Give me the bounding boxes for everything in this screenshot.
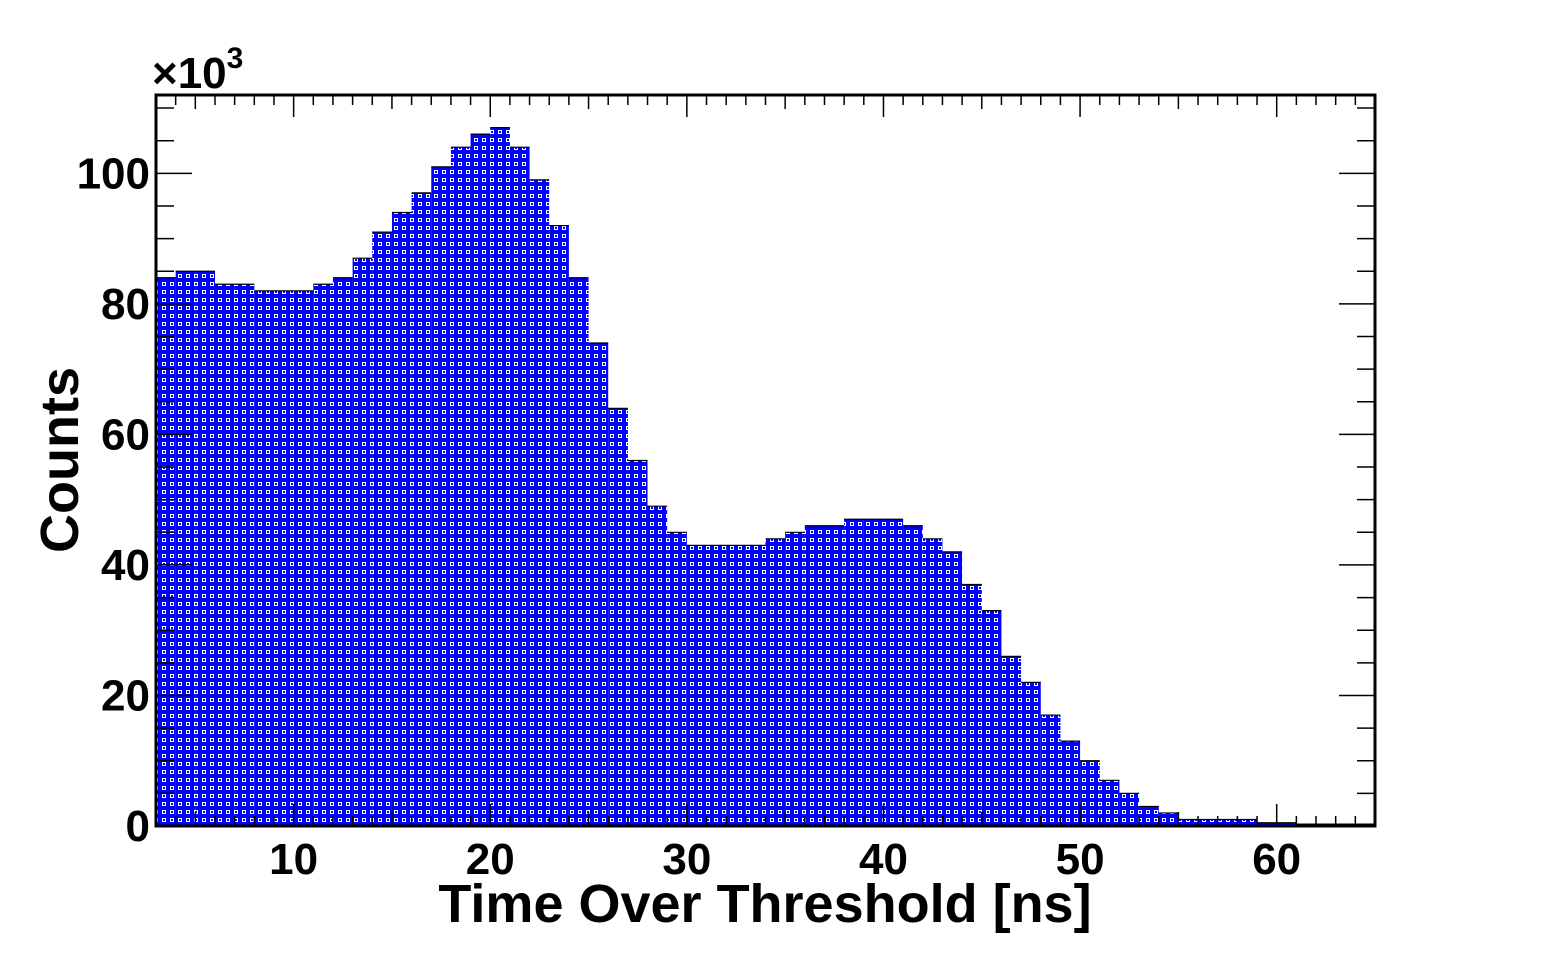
histogram-bar: [745, 545, 766, 826]
histogram-bar: [588, 343, 609, 826]
histogram-bar: [608, 408, 628, 826]
histogram-bar: [706, 545, 727, 826]
histogram-bar: [1178, 819, 1199, 826]
histogram-bar: [509, 147, 530, 826]
histogram-bar: [529, 179, 550, 827]
y-tick-label: 100: [77, 149, 150, 198]
histogram-bar: [844, 519, 864, 826]
x-tick-label: 20: [466, 835, 515, 884]
histogram-bar: [293, 290, 314, 826]
histogram-bar: [1158, 812, 1179, 826]
histogram-bar: [647, 506, 668, 826]
x-tick-label: 50: [1056, 835, 1105, 884]
histogram-bar: [332, 277, 353, 826]
histogram-bar: [1119, 793, 1140, 826]
histogram-bar: [824, 525, 845, 826]
histogram-bar: [431, 166, 451, 827]
histogram-bar: [490, 127, 510, 826]
histogram-bar: [549, 225, 569, 827]
x-tick-label: 40: [859, 835, 908, 884]
y-tick-label: 40: [101, 541, 150, 590]
histogram-bar: [450, 147, 471, 826]
histogram-bar: [1099, 780, 1120, 826]
histogram-bar: [1001, 656, 1022, 826]
histogram-bar: [234, 284, 255, 826]
histogram-bar: [1021, 682, 1041, 826]
histogram-bar: [667, 532, 687, 826]
y-tick-label: 0: [126, 802, 150, 851]
histogram-bar: [903, 525, 923, 826]
y-axis-title: Counts: [30, 367, 90, 553]
histogram-bar: [726, 545, 746, 826]
histogram-bar: [372, 232, 392, 826]
histogram-bar: [1139, 806, 1159, 826]
y-axis-multiplier: ×103: [152, 42, 243, 98]
histogram-bar: [214, 284, 235, 826]
histogram-bar: [883, 519, 904, 826]
histogram-bar: [313, 284, 333, 826]
histogram-bar: [568, 277, 589, 826]
histogram-bar: [195, 271, 215, 827]
axes: 10 20 30 40 50 60 0 20 40 60 80 100: [77, 93, 1377, 884]
histogram-bar: [922, 538, 943, 826]
histogram-bar: [962, 584, 982, 826]
histogram-bar: [1237, 819, 1258, 826]
histogram-bar: [254, 290, 274, 826]
histogram-bar: [627, 460, 648, 826]
x-axis-title: Time Over Threshold [ns]: [438, 874, 1091, 934]
histogram-bar: [1257, 822, 1277, 826]
y-tick-label: 20: [101, 671, 150, 720]
histogram-bar: [686, 545, 707, 826]
x-tick-label: 30: [662, 835, 711, 884]
histogram-bar: [804, 525, 825, 826]
histogram-bar: [391, 212, 412, 827]
histogram-bars: [156, 127, 1375, 827]
x-tick-label: 60: [1252, 835, 1301, 884]
histogram-bar: [470, 134, 491, 826]
x-tick-label: 10: [269, 835, 318, 884]
histogram-bar: [352, 258, 373, 826]
histogram-bar: [1217, 819, 1238, 826]
histogram-bar: [411, 192, 432, 826]
y-tick-label: 60: [101, 410, 150, 459]
histogram-bar: [785, 532, 805, 826]
histogram-bar: [1040, 715, 1061, 826]
histogram-bar: [1080, 760, 1100, 826]
histogram-bar: [1276, 822, 1297, 826]
y-tick-label: 80: [101, 280, 150, 329]
histogram-bar: [175, 271, 196, 827]
histogram-bar: [765, 538, 786, 826]
histogram-bar: [1060, 741, 1081, 826]
histogram-bar: [981, 610, 1002, 826]
histogram-bar: [1198, 819, 1218, 826]
histogram-bar: [942, 551, 963, 827]
histogram-bar: [156, 277, 176, 826]
histogram-bar: [273, 290, 294, 826]
histogram-bar: [863, 519, 884, 826]
